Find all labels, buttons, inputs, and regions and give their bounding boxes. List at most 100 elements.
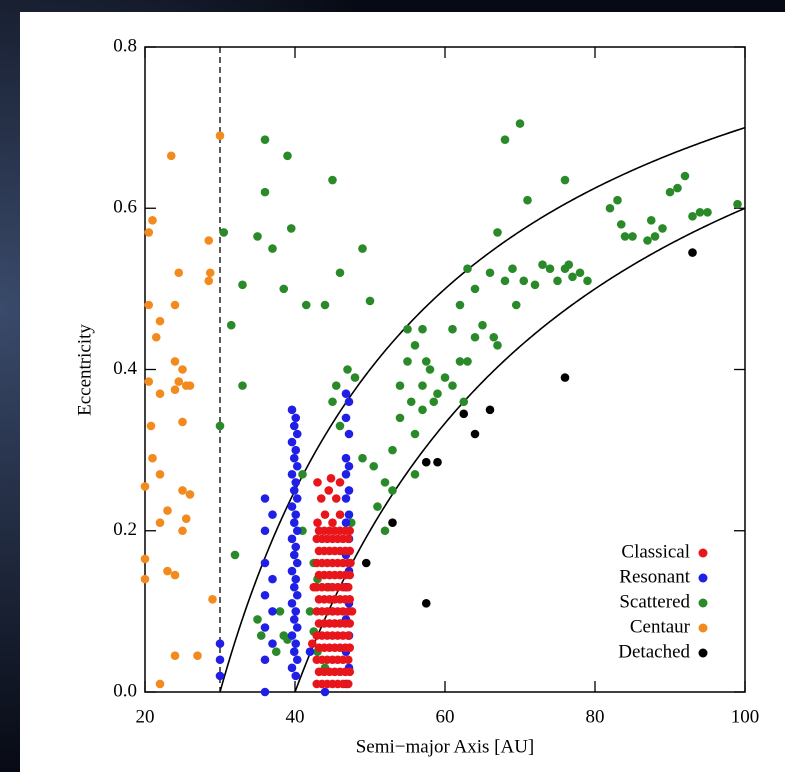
- data-point: [170, 300, 180, 310]
- data-point: [418, 381, 427, 390]
- data-point: [455, 357, 465, 366]
- data-point: [403, 324, 412, 334]
- x-tick-label: 60: [436, 706, 455, 727]
- data-point: [155, 389, 165, 398]
- data-point: [341, 518, 351, 527]
- data-point: [703, 207, 712, 217]
- data-point: [395, 413, 405, 423]
- data-point: [260, 558, 270, 568]
- data-point: [291, 478, 301, 487]
- x-tick-label: 20: [136, 706, 155, 727]
- data-point: [421, 357, 431, 366]
- legend-label: Classical: [621, 541, 690, 562]
- data-point: [341, 453, 351, 463]
- legend-marker: [698, 648, 708, 658]
- data-point: [313, 518, 322, 527]
- data-point: [148, 453, 157, 463]
- data-point: [331, 494, 341, 503]
- data-point: [215, 639, 225, 648]
- data-point: [140, 482, 150, 491]
- y-tick-label: 0.4: [113, 358, 137, 379]
- data-point: [418, 324, 427, 334]
- data-point: [163, 506, 172, 515]
- data-point: [345, 619, 355, 628]
- data-point: [253, 615, 262, 624]
- data-point: [320, 510, 330, 519]
- data-point: [170, 651, 180, 661]
- data-point: [287, 502, 297, 511]
- data-point: [440, 373, 450, 382]
- data-point: [369, 461, 379, 471]
- data-point: [279, 284, 289, 294]
- data-point: [307, 639, 317, 648]
- legend-marker: [698, 573, 708, 583]
- data-point: [287, 405, 297, 415]
- data-point: [341, 413, 351, 423]
- data-point: [560, 373, 570, 382]
- data-point: [230, 550, 240, 560]
- data-point: [260, 687, 270, 697]
- data-point: [380, 478, 390, 487]
- data-point: [347, 607, 357, 616]
- data-point: [628, 232, 637, 241]
- data-point: [271, 647, 281, 656]
- data-point: [345, 594, 355, 604]
- data-point: [174, 377, 184, 386]
- data-point: [292, 526, 302, 536]
- data-point: [410, 341, 420, 350]
- data-point: [291, 607, 301, 616]
- data-point: [421, 457, 431, 467]
- data-point: [345, 643, 355, 652]
- data-point: [289, 518, 299, 527]
- data-point: [489, 332, 499, 342]
- data-point: [680, 171, 690, 181]
- data-point: [388, 518, 397, 527]
- legend-marker: [698, 623, 708, 633]
- data-point: [345, 570, 355, 580]
- data-point: [463, 357, 472, 366]
- data-point: [287, 599, 297, 608]
- data-point: [538, 260, 547, 269]
- data-point: [181, 514, 191, 523]
- data-point: [292, 494, 302, 503]
- data-point: [673, 183, 682, 193]
- data-point: [410, 429, 420, 439]
- data-point: [215, 655, 225, 665]
- data-point: [346, 558, 355, 568]
- data-point: [287, 663, 297, 673]
- data-point: [613, 195, 622, 205]
- perihelion-curve: [219, 126, 746, 693]
- data-point: [185, 490, 195, 499]
- data-point: [260, 590, 270, 600]
- data-point: [433, 389, 442, 398]
- data-point: [289, 615, 299, 624]
- data-point: [605, 203, 615, 213]
- data-point: [448, 324, 457, 334]
- data-point: [289, 486, 299, 495]
- data-point: [485, 268, 495, 278]
- data-point: [500, 135, 510, 145]
- data-point: [358, 244, 367, 253]
- data-point: [215, 421, 225, 431]
- data-point: [174, 268, 184, 278]
- data-point: [287, 470, 297, 479]
- data-point: [493, 341, 502, 350]
- data-point: [289, 647, 299, 656]
- data-point: [144, 377, 154, 386]
- data-point: [287, 566, 297, 576]
- data-point: [292, 461, 302, 471]
- data-point: [643, 236, 652, 245]
- data-point: [568, 272, 577, 282]
- data-point: [204, 236, 214, 245]
- data-point: [343, 582, 353, 592]
- data-point: [324, 486, 334, 495]
- data-point: [291, 413, 301, 423]
- data-point: [260, 526, 270, 536]
- data-point: [170, 570, 180, 580]
- legend-label: Scattered: [619, 591, 690, 612]
- data-point: [260, 655, 270, 665]
- data-point: [519, 276, 529, 286]
- data-point: [343, 365, 352, 374]
- legend-marker: [698, 548, 708, 558]
- data-point: [583, 276, 592, 286]
